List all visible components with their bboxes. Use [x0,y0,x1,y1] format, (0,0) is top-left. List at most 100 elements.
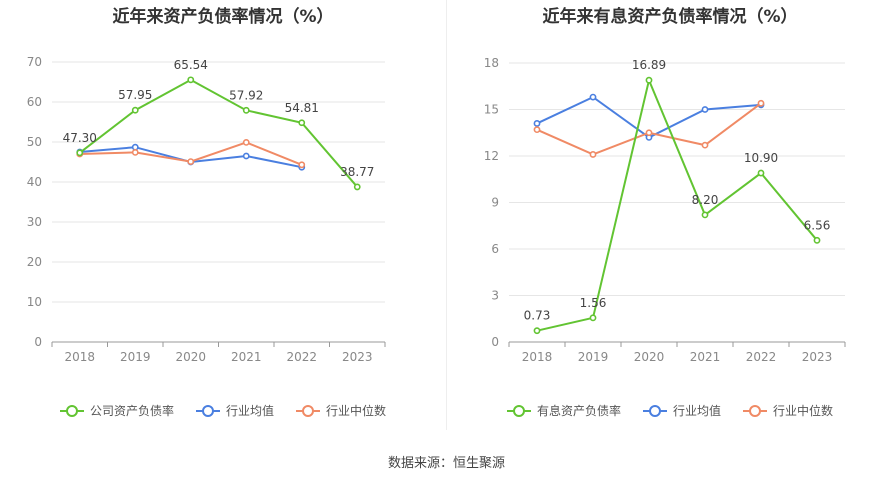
data-point[interactable] [701,211,709,219]
data-label: 8.20 [692,193,719,207]
x-tick-label: 2020 [175,350,206,364]
x-tick-label: 2018 [522,350,553,364]
data-point[interactable] [757,169,765,177]
x-tick-label: 2018 [64,350,95,364]
data-label: 57.92 [229,88,263,102]
data-point[interactable] [645,129,653,137]
legend-item-industry-average[interactable]: 行业均值 [642,402,721,419]
data-point[interactable] [298,161,306,169]
legend-line-icon [743,404,767,417]
legend-line-icon [506,404,531,417]
data-point[interactable] [533,120,541,127]
x-tick-label: 2021 [690,350,721,364]
legend-dot [749,404,761,417]
x-tick-label: 2020 [634,350,665,364]
data-point[interactable] [76,149,84,157]
legend-label: 行业中位数 [773,404,834,418]
panel-divider [446,0,447,430]
legend-label: 行业中位数 [326,404,387,418]
y-tick-label: 12 [484,149,499,163]
data-point[interactable] [242,138,250,146]
legend-item-company-debt-ratio[interactable]: 公司资产负债率 [59,402,174,419]
x-tick-label: 2019 [578,350,609,364]
data-point[interactable] [589,314,597,322]
right-chart-panel: 近年来有息资产负债率情况（%） 0 3 6 9 12 15 18 2018 2019 2020 20… [447,0,893,481]
left-chart-plot: 0 10 20 30 40 50 60 70 2018 2019 2020 2021 2022 2023 4… [27,55,386,364]
left-chart-legend: 公司资产负债率 行业均值 行业中位数 [0,402,446,419]
legend-dot [512,404,525,417]
data-label: 0.73 [524,309,551,323]
y-tick-label: 0 [34,335,42,349]
data-label: 10.90 [744,151,778,165]
x-tick-label: 2023 [802,350,833,364]
legend-line-icon [59,404,84,417]
data-point[interactable] [131,148,139,156]
data-label: 38.77 [340,165,374,179]
data-label: 6.56 [804,218,831,232]
legend-item-industry-median[interactable]: 行业中位数 [743,402,833,419]
y-tick-label: 50 [27,135,42,149]
data-point[interactable] [701,141,709,149]
x-tick-label: 2019 [120,350,151,364]
y-tick-label: 18 [484,56,499,70]
legend-label: 行业均值 [672,404,721,418]
y-tick-label: 15 [484,103,499,117]
right-chart-plot: 0 3 6 9 12 15 18 2018 2019 2020 2021 2022 2023 0.73 1.… [484,56,846,364]
legend-dot [302,404,314,417]
data-point[interactable] [187,158,195,165]
y-tick-label: 9 [491,196,499,210]
legend-line-icon [296,404,320,417]
data-point[interactable] [242,152,250,160]
data-point[interactable] [533,327,541,335]
data-point[interactable] [353,183,361,191]
series-line [536,102,762,156]
legend-label: 有息资产负债率 [536,404,621,418]
right-chart-title: 近年来有息资产负债率情况（%） [542,7,798,27]
series-line [79,78,359,188]
legend-line-icon [195,404,220,417]
legend-line-icon [642,404,667,417]
legend-dot [201,404,214,417]
data-point[interactable] [298,119,306,127]
legend-dot [65,404,78,417]
y-tick-label: 10 [27,295,42,309]
x-tick-label: 2022 [286,350,317,364]
right-chart-legend: 有息资产负债率 行业均值 行业中位数 [447,402,893,419]
y-tick-label: 6 [491,242,499,256]
y-tick-label: 20 [27,255,42,269]
y-tick-label: 40 [27,175,42,189]
data-point[interactable] [701,106,709,113]
data-point[interactable] [187,76,195,84]
y-tick-label: 3 [491,289,499,303]
data-label: 1.56 [580,296,607,310]
legend-item-interest-debt-ratio[interactable]: 有息资产负债率 [506,402,621,419]
y-tick-label: 30 [27,215,42,229]
legend-dot [648,404,661,417]
data-point[interactable] [533,126,541,134]
data-label: 16.89 [632,58,666,72]
legend-item-industry-average[interactable]: 行业均值 [195,402,274,419]
data-point[interactable] [242,106,250,114]
data-label: 57.95 [118,88,152,102]
left-chart-title: 近年来资产负债率情况（%） [112,7,334,27]
left-chart-panel: 近年来资产负债率情况（%） 0 10 20 30 40 50 60 70 2018 2019 202… [0,0,446,481]
series-line [536,76,818,332]
legend-item-industry-median[interactable]: 行业中位数 [296,402,386,419]
x-tick-label: 2022 [746,350,777,364]
data-point[interactable] [131,106,139,114]
x-tick-label: 2023 [342,350,373,364]
data-point[interactable] [589,151,597,158]
legend-label: 公司资产负债率 [89,404,174,418]
y-tick-label: 0 [491,335,499,349]
data-point[interactable] [813,236,821,244]
data-label: 47.30 [63,131,97,145]
data-point[interactable] [589,93,597,101]
data-label: 54.81 [285,101,319,115]
legend-label: 行业均值 [225,404,274,418]
data-point[interactable] [645,76,653,84]
data-label: 65.54 [174,58,208,72]
y-tick-label: 60 [27,95,42,109]
data-source-footer: 数据来源：恒生聚源 [387,456,505,471]
x-tick-label: 2021 [231,350,262,364]
data-point[interactable] [757,99,765,107]
